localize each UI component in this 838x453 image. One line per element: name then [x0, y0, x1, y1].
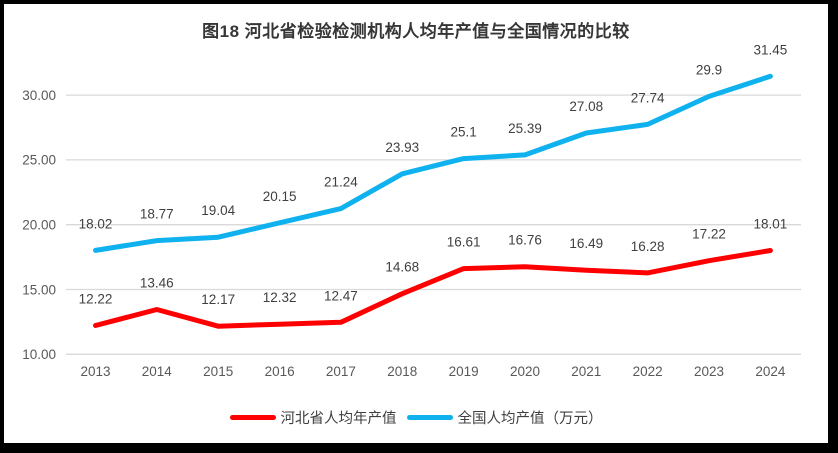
- chart-title: 图18 河北省检验检测机构人均年产值与全国情况的比较: [202, 22, 630, 41]
- data-label: 25.39: [508, 121, 542, 136]
- legend-label: 全国人均产值（万元）: [457, 411, 603, 427]
- y-axis-tick-label: 30.00: [22, 88, 56, 103]
- legend-item-1: 全国人均产值（万元）: [406, 407, 603, 428]
- data-label: 17.22: [692, 227, 726, 242]
- x-axis-tick-label: 2015: [203, 364, 233, 379]
- chart-legend: 河北省人均年产值 全国人均产值（万元）: [4, 407, 828, 428]
- x-axis-tick-label: 2020: [510, 364, 540, 379]
- data-label: 27.74: [631, 90, 665, 105]
- x-axis-tick-label: 2018: [387, 364, 417, 379]
- data-label: 31.45: [754, 42, 788, 57]
- data-label: 16.28: [631, 239, 665, 254]
- series-line-1: [93, 73, 773, 253]
- data-label: 12.17: [201, 292, 235, 307]
- data-label: 12.32: [263, 290, 297, 305]
- data-label: 14.68: [385, 260, 419, 275]
- x-axis-tick-label: 2024: [755, 364, 786, 379]
- data-label: 21.24: [324, 175, 358, 190]
- data-label: 16.61: [447, 235, 481, 250]
- x-axis-tick-label: 2016: [265, 364, 295, 379]
- legend-line-swatch: [229, 415, 276, 420]
- data-label: 25.1: [450, 125, 476, 140]
- line-chart: 10.00 15.00 20.00 25.00 30.00 2013 2014 2015 201…: [22, 42, 801, 379]
- data-label: 27.08: [569, 99, 603, 114]
- data-label: 20.15: [263, 189, 297, 204]
- y-axis-tick-label: 10.00: [22, 347, 56, 362]
- data-label: 18.01: [754, 217, 788, 232]
- data-label: 13.46: [140, 276, 174, 291]
- legend-item-0: 河北省人均年产值: [229, 407, 397, 428]
- data-label: 16.49: [569, 236, 603, 251]
- data-label: 18.02: [79, 216, 113, 231]
- x-axis-tick-label: 2021: [571, 364, 601, 379]
- series-line-0: [93, 248, 773, 329]
- y-axis-tick-label: 20.00: [22, 218, 56, 233]
- x-axis-tick-label: 2014: [142, 364, 173, 379]
- legend-line-swatch: [406, 415, 453, 420]
- data-label: 19.04: [201, 203, 235, 218]
- legend-label: 河北省人均年产值: [280, 411, 397, 427]
- x-axis-tick-label: 2023: [694, 364, 724, 379]
- data-label: 18.77: [140, 207, 174, 222]
- y-axis-tick-label: 15.00: [22, 282, 56, 297]
- data-label: 23.93: [385, 140, 419, 155]
- data-label: 29.9: [696, 62, 722, 77]
- data-label: 12.47: [324, 288, 358, 303]
- data-label: 12.22: [79, 292, 113, 307]
- x-axis-tick-label: 2013: [80, 364, 110, 379]
- x-axis-tick-label: 2017: [326, 364, 356, 379]
- y-axis-tick-label: 25.00: [22, 153, 56, 168]
- x-axis-tick-label: 2019: [449, 364, 479, 379]
- data-label: 16.76: [508, 233, 542, 248]
- x-axis-tick-label: 2022: [633, 364, 663, 379]
